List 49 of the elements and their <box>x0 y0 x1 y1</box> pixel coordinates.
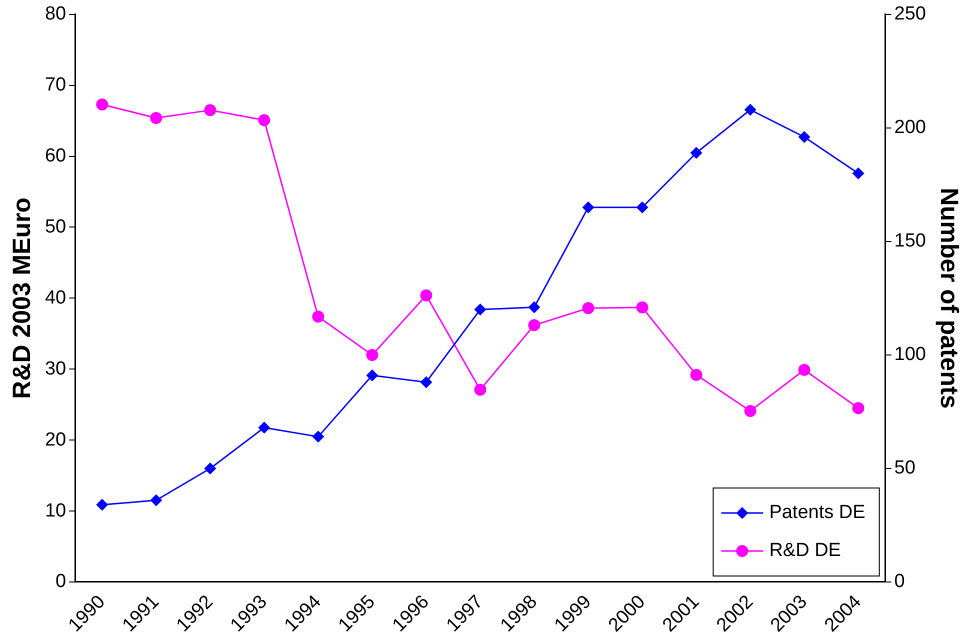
point <box>744 104 756 116</box>
y-tick-label: 50 <box>44 216 66 238</box>
point <box>312 430 324 443</box>
point <box>636 201 648 214</box>
point <box>528 301 540 314</box>
y-tick-label: 60 <box>44 146 66 167</box>
point <box>744 405 756 418</box>
y2-tick-label: 150 <box>894 230 926 252</box>
point <box>474 384 486 396</box>
point <box>474 304 486 316</box>
y-tick-label: 0 <box>56 571 66 592</box>
y2-tick-label: 50 <box>894 458 916 479</box>
point <box>798 364 810 376</box>
y-tick-label: 20 <box>44 429 66 450</box>
legend-label: Patents DE <box>769 502 866 524</box>
y2-axis-title: Number of patents <box>935 188 964 409</box>
point <box>204 104 216 116</box>
point <box>258 114 270 126</box>
y-tick-label: 30 <box>44 358 66 380</box>
point <box>528 319 540 332</box>
point <box>204 462 216 474</box>
y2-tick-label: 200 <box>894 117 926 138</box>
y2-tick-label: 100 <box>894 344 926 366</box>
y-tick-label: 40 <box>44 287 66 308</box>
y2-tick-label: 250 <box>894 4 926 25</box>
point <box>366 348 378 361</box>
point <box>150 494 162 506</box>
point <box>636 301 648 314</box>
y-tick-label: 10 <box>44 500 66 522</box>
y-axis-title: R&D 2003 MEuro <box>8 197 36 399</box>
point <box>798 131 810 143</box>
point <box>96 98 108 111</box>
point <box>366 369 378 382</box>
point <box>150 112 162 124</box>
point <box>420 289 432 302</box>
point <box>852 167 864 180</box>
point <box>96 498 108 511</box>
legend-label: R&D DE <box>769 540 841 562</box>
y2-tick-label: 0 <box>894 571 905 592</box>
point <box>690 368 702 381</box>
point <box>582 302 594 314</box>
point <box>312 310 324 323</box>
y-tick-label: 80 <box>44 4 66 25</box>
point <box>582 201 594 214</box>
point <box>258 422 270 434</box>
y-tick-label: 70 <box>44 74 66 96</box>
point <box>420 376 432 388</box>
point <box>690 146 702 159</box>
point <box>852 402 864 414</box>
